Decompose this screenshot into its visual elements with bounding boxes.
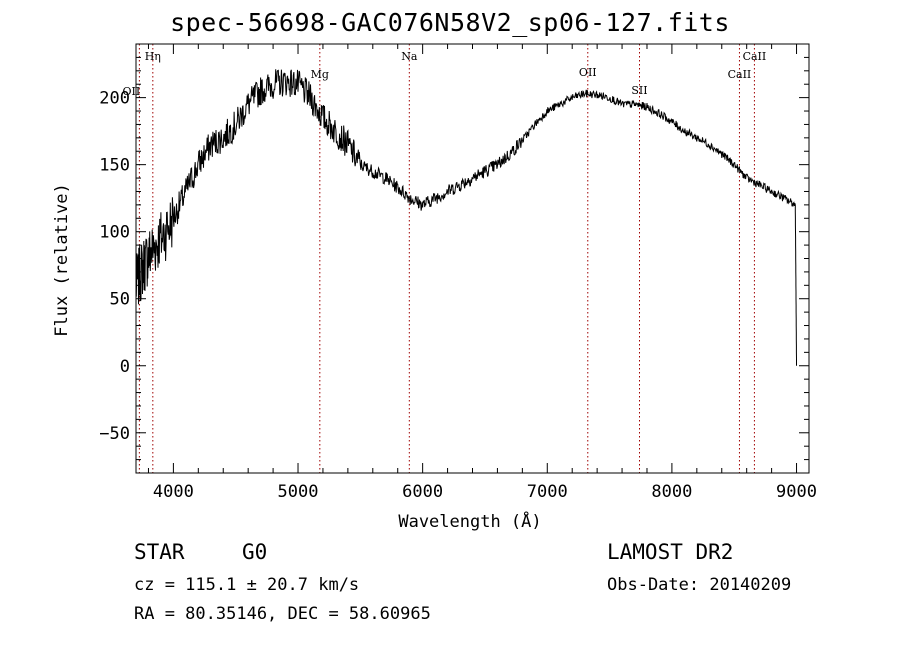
y-axis-label: Flux (relative) xyxy=(52,183,72,337)
y-tick-label-1: 0 xyxy=(120,357,130,377)
y-tick-label-4: 150 xyxy=(99,156,130,176)
object-subclass: G0 xyxy=(242,540,268,564)
marker-label-7: CaII xyxy=(743,50,767,63)
chart-title: spec-56698-GAC076N58V2_sp06-127.fits xyxy=(170,8,730,37)
y-tick-label-0: −50 xyxy=(99,424,130,444)
survey-name: LAMOST DR2 xyxy=(607,540,734,564)
y-tick-label-2: 50 xyxy=(110,290,130,310)
x-axis-label: Wavelength (Å) xyxy=(398,512,542,532)
y-tick-label-5: 200 xyxy=(99,89,130,109)
x-tick-label-1: 5000 xyxy=(278,482,319,502)
object-class: STAR xyxy=(134,540,185,564)
axis-ticks: 4000 5000 6000 7000 8000 9000 −50 0 50 100 150 200 xyxy=(99,44,817,502)
line-marker-labels: Hη OII Mg Na OII SII CaII CaII xyxy=(123,50,767,98)
flux-line xyxy=(135,69,797,366)
plot-frame xyxy=(135,43,810,474)
marker-label-2: Mg xyxy=(311,68,329,81)
marker-label-1: OII xyxy=(123,85,141,98)
x-tick-label-4: 8000 xyxy=(651,482,692,502)
marker-label-5: SII xyxy=(631,84,647,97)
marker-label-4: OII xyxy=(579,66,597,79)
marker-label-0: Hη xyxy=(145,50,161,63)
x-tick-label-5: 9000 xyxy=(776,482,817,502)
y-tick-label-3: 100 xyxy=(99,223,130,243)
obs-date: Obs-Date: 20140209 xyxy=(607,575,792,595)
marker-label-3: Na xyxy=(401,50,418,63)
x-tick-label-0: 4000 xyxy=(153,482,194,502)
line-markers xyxy=(138,44,755,473)
x-tick-label-2: 6000 xyxy=(402,482,443,502)
ra-dec: RA = 80.35146, DEC = 58.60965 xyxy=(134,604,431,624)
marker-label-6: CaII xyxy=(728,68,752,81)
x-tick-label-3: 7000 xyxy=(527,482,568,502)
redshift-cz: cz = 115.1 ± 20.7 km/s xyxy=(134,575,360,595)
